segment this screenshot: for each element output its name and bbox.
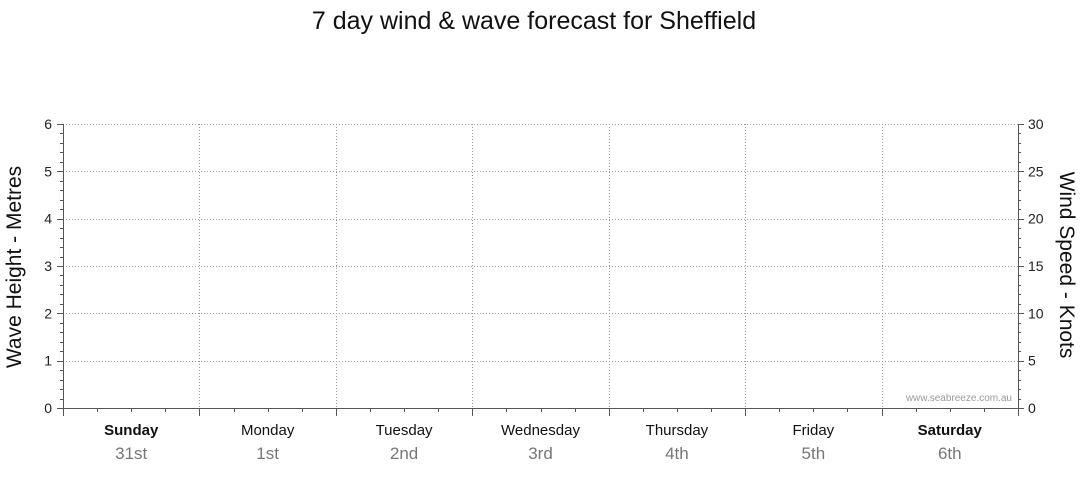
y-left-tick-label: 0 bbox=[44, 400, 52, 416]
x-day-name-label: Friday bbox=[793, 422, 835, 439]
y-left-tick-label: 4 bbox=[44, 211, 52, 227]
x-day-date-label: 2nd bbox=[390, 444, 418, 463]
chart-title: 7 day wind & wave forecast for Sheffield bbox=[312, 7, 756, 35]
y-left-tick-label: 6 bbox=[44, 116, 52, 132]
x-day-date-label: 1st bbox=[256, 444, 279, 463]
x-day-date-label: 3rd bbox=[528, 444, 553, 463]
watermark-text: www.seabreeze.com.au bbox=[905, 393, 1012, 404]
grid-layer bbox=[63, 124, 1018, 408]
x-day-name-label: Wednesday bbox=[501, 422, 580, 439]
y-right-tick-label: 0 bbox=[1028, 400, 1036, 416]
labels-layer: 0 1 2 3 4 5 6 0 5 10 15 20 25 30 Sunday 31st Monday 1st Tu… bbox=[44, 116, 1044, 463]
y-left-tick-label: 5 bbox=[44, 163, 52, 179]
y-right-tick-label: 5 bbox=[1028, 353, 1036, 369]
y-right-tick-label: 25 bbox=[1028, 163, 1044, 179]
y-right-tick-label: 15 bbox=[1028, 258, 1044, 274]
y-right-tick-label: 10 bbox=[1028, 305, 1044, 321]
x-day-date-label: 31st bbox=[115, 444, 147, 463]
x-day-date-label: 4th bbox=[665, 444, 689, 463]
y-right-tick-label: 30 bbox=[1028, 116, 1044, 132]
y-right-tick-label: 20 bbox=[1028, 211, 1044, 227]
x-day-name-label: Tuesday bbox=[376, 422, 433, 439]
y-left-tick-label: 1 bbox=[44, 353, 52, 369]
x-day-name-label: Thursday bbox=[646, 422, 709, 439]
y-axis-right-title: Wind Speed - Knots bbox=[1055, 172, 1078, 359]
x-day-date-label: 5th bbox=[802, 444, 826, 463]
x-day-date-label: 6th bbox=[938, 444, 962, 463]
x-day-name-label: Saturday bbox=[918, 422, 983, 439]
y-left-tick-label: 2 bbox=[44, 305, 52, 321]
x-day-name-label: Monday bbox=[241, 422, 295, 439]
x-day-name-label: Sunday bbox=[104, 422, 159, 439]
y-left-tick-label: 3 bbox=[44, 258, 52, 274]
axes-layer bbox=[57, 124, 1024, 416]
y-axis-left-title: Wave Height - Metres bbox=[3, 166, 26, 368]
